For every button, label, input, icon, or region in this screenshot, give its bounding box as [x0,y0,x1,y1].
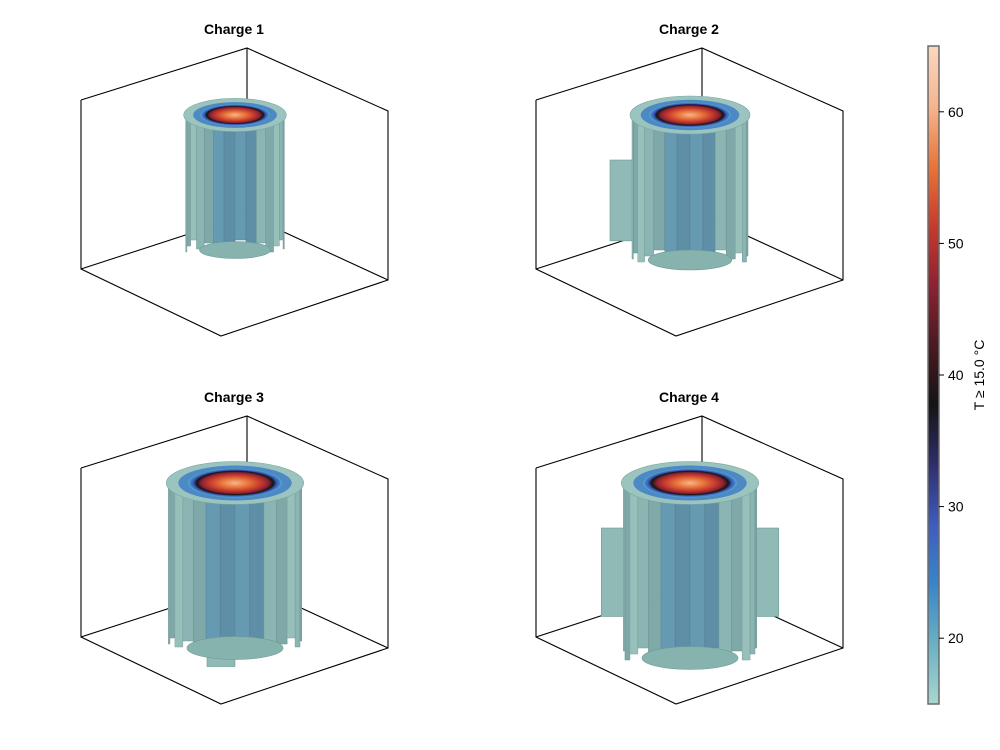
volume-slab [193,497,207,651]
colorbar-tick-label: 40 [948,367,964,383]
volume-slab [676,130,691,254]
colorbar: 20 30 40 50 60 T ≥ 15.0 °C [927,45,987,705]
volume-slab [746,114,749,257]
volume-slab [263,497,277,651]
volume-base [186,636,284,660]
volume-slab [749,486,756,655]
hot-spot [188,468,282,498]
hot-spot [643,468,737,498]
panel-2: Charge 2 [535,21,844,337]
volume-slab [234,500,251,648]
volume-slab [190,120,197,241]
volume-slab [637,121,645,263]
volume-slab [276,494,288,645]
volume-slab [299,482,302,642]
volume-slab [689,500,706,655]
volume-slab [223,128,236,247]
volume-slab [219,500,236,639]
volume-base [647,249,733,271]
colorbar-tick-label: 30 [948,499,964,515]
volume-slab [186,117,191,247]
hot-spot [649,102,731,128]
volume-slab [204,125,214,244]
panel-title: Charge 3 [204,389,264,405]
volume-slab [735,121,743,254]
colorbar-tick-label: 60 [948,104,964,120]
volume-render [183,98,287,259]
volume-slab [653,127,666,251]
volume-slab [174,490,184,648]
volume-slab [279,117,284,241]
volume-slab [196,123,205,250]
volume-slab [168,482,171,645]
hot-spot [200,104,270,126]
volume-slab [754,482,757,649]
volume-slab [648,497,662,658]
volume-slab [256,125,266,244]
volume-slab [624,486,631,661]
volume-slab [623,482,626,652]
panel-4: Charge 4 [535,389,844,705]
volume-slab [282,114,285,250]
volume-slab [182,494,194,642]
volume-slab [704,499,720,649]
volume-render [166,461,304,667]
volume-slab [660,499,676,652]
colorbar-tick-label: 50 [948,235,964,251]
volume-slab [169,486,176,639]
volume-slab [731,494,743,652]
volume-slab [714,127,727,251]
panel-title: Charge 2 [659,21,719,37]
volume-slab [205,499,221,645]
colorbar-ramp [927,45,940,705]
volume-render [600,461,780,670]
panel-title: Charge 1 [204,21,264,37]
panel-title: Charge 4 [659,389,719,405]
volume-slab [637,494,649,649]
panel-3: Charge 3 [80,389,389,705]
volume-slab [742,118,747,263]
volume-slab [245,126,257,250]
volume-slab [741,490,751,661]
volume-slab [234,128,247,241]
volume-slab [286,490,296,639]
volume-slab [664,129,678,260]
volume-slab [702,129,716,257]
volume-slab [213,126,225,253]
colorbar-label: T ≥ 15.0 °C [971,340,987,411]
volume-base [641,646,739,670]
volume-slab [725,124,736,260]
volume-slab [689,130,704,263]
volume-slab [674,500,691,661]
volume-slab [294,486,301,648]
volume-slab [633,118,638,254]
volume-slab [265,123,274,253]
volume-render [609,95,751,271]
panel-1: Charge 1 [80,21,389,337]
volume-slab [629,490,639,655]
volume-base [199,241,271,259]
volume-slab [249,499,265,642]
colorbar-tick-label: 20 [948,630,964,646]
volume-slab [273,120,280,247]
volume-slab [718,497,732,658]
panels: Charge 1 Charge 2 Charge 3 Charge 4 [80,21,844,705]
volume-slab [644,124,655,257]
